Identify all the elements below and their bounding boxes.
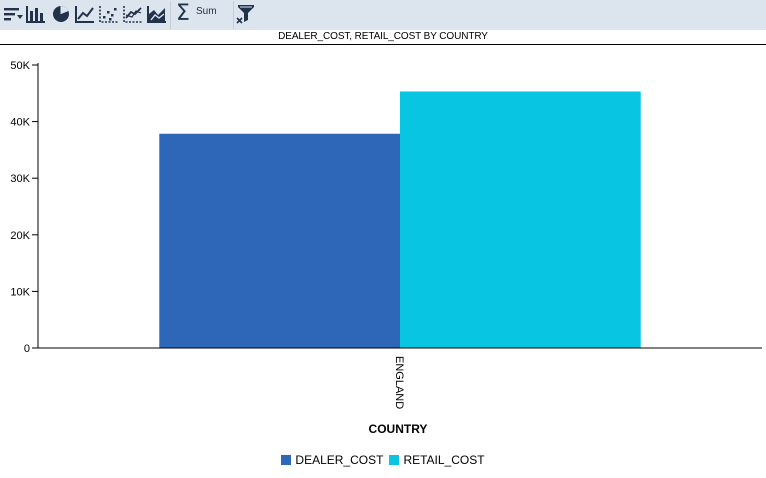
y-tick-label: 30K bbox=[10, 173, 30, 185]
legend-swatch bbox=[281, 455, 292, 465]
y-tick-label: 40K bbox=[10, 117, 30, 129]
x-axis-title: COUNTRY bbox=[368, 422, 428, 436]
toolbar-separator bbox=[233, 1, 234, 29]
sum-label: Sum bbox=[196, 6, 217, 17]
bar-retail-cost[interactable] bbox=[400, 91, 641, 349]
bar-group bbox=[159, 91, 641, 349]
bar-chart: 0 10K 20K 30K 40K 50K ENGLAND bbox=[10, 60, 762, 409]
pie-chart-icon[interactable] bbox=[50, 2, 72, 26]
title-divider bbox=[0, 44, 766, 45]
x-category-label: ENGLAND bbox=[393, 356, 405, 409]
y-axis: 0 10K 20K 30K 40K 50K bbox=[10, 60, 39, 355]
y-tick-label: 0 bbox=[24, 343, 30, 355]
chart-legend: DEALER_COST RETAIL_COST bbox=[0, 453, 766, 467]
chart-toolbar: Σ Sum bbox=[0, 0, 766, 30]
y-tick-label: 20K bbox=[10, 230, 30, 242]
sort-icon[interactable] bbox=[2, 2, 24, 26]
legend-swatch bbox=[389, 455, 400, 465]
legend-label: DEALER_COST bbox=[295, 453, 384, 467]
toolbar-separator bbox=[170, 1, 171, 29]
x-axis: ENGLAND bbox=[38, 347, 762, 409]
area-chart-icon[interactable] bbox=[146, 2, 168, 26]
y-tick-label: 10K bbox=[10, 286, 30, 298]
chart-title: DEALER_COST, RETAIL_COST BY COUNTRY bbox=[278, 31, 488, 42]
bar-dealer-cost[interactable] bbox=[159, 133, 400, 348]
sum-button[interactable]: Σ Sum bbox=[171, 1, 233, 28]
legend-label: RETAIL_COST bbox=[403, 453, 485, 467]
legend-item-retail-cost[interactable]: RETAIL_COST bbox=[389, 453, 485, 467]
y-tick-label: 50K bbox=[10, 60, 30, 72]
multi-line-chart-icon[interactable] bbox=[122, 2, 144, 26]
filter-icon[interactable] bbox=[235, 2, 257, 26]
legend-item-dealer-cost[interactable]: DEALER_COST bbox=[281, 453, 383, 467]
line-chart-icon[interactable] bbox=[74, 2, 96, 26]
sigma-icon: Σ bbox=[176, 1, 190, 26]
scatter-chart-icon[interactable] bbox=[98, 2, 120, 26]
bar-chart-icon[interactable] bbox=[25, 2, 47, 26]
